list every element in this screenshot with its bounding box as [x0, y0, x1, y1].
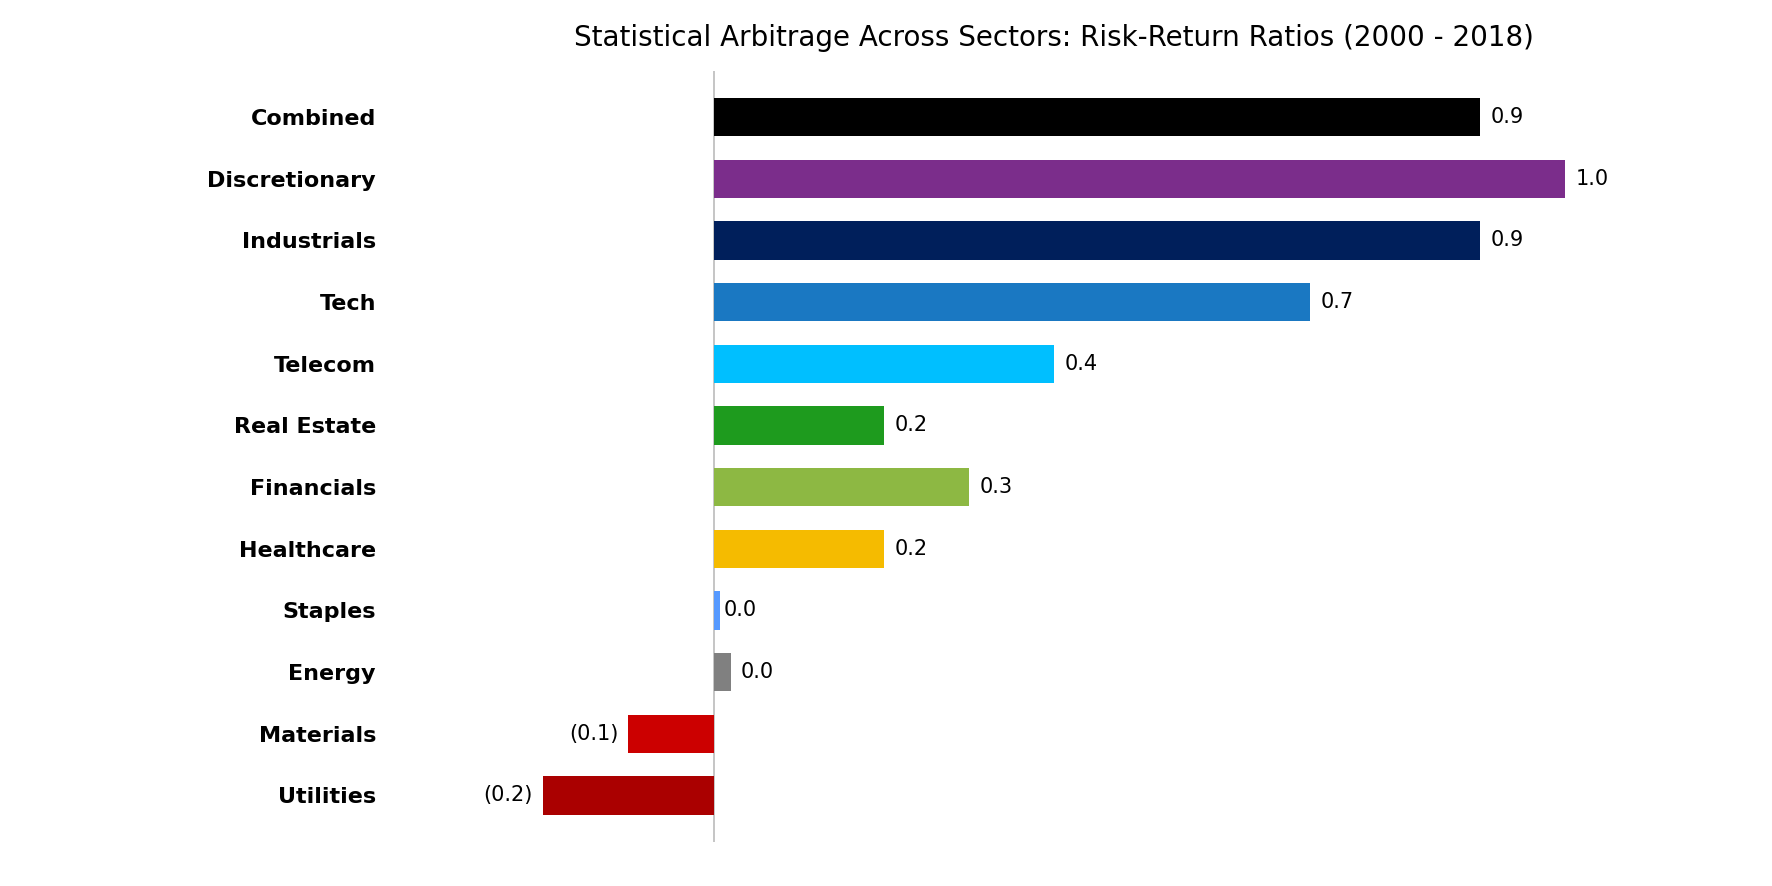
Text: 0.9: 0.9: [1490, 230, 1524, 251]
Bar: [714, 159, 1565, 198]
Text: 1.0: 1.0: [1575, 169, 1609, 189]
Text: 0.7: 0.7: [1320, 292, 1354, 312]
Bar: [714, 222, 1480, 260]
Text: 0.0: 0.0: [723, 601, 757, 620]
Text: 0.4: 0.4: [1065, 354, 1097, 374]
Title: Statistical Arbitrage Across Sectors: Risk-Return Ratios (2000 - 2018): Statistical Arbitrage Across Sectors: Ri…: [574, 24, 1535, 52]
Bar: [714, 591, 721, 630]
Bar: [714, 283, 1310, 322]
Bar: [714, 345, 1054, 383]
Bar: [629, 715, 714, 753]
Text: 0.2: 0.2: [895, 416, 927, 435]
Text: (0.2): (0.2): [484, 786, 533, 805]
Bar: [714, 407, 884, 445]
Bar: [714, 653, 730, 691]
Text: (0.1): (0.1): [569, 724, 618, 743]
Bar: [714, 530, 884, 568]
Bar: [714, 98, 1480, 136]
Bar: [544, 776, 714, 814]
Text: 0.3: 0.3: [980, 478, 1012, 497]
Bar: [714, 468, 969, 506]
Text: 0.9: 0.9: [1490, 107, 1524, 127]
Text: 0.0: 0.0: [741, 662, 774, 682]
Text: 0.2: 0.2: [895, 539, 927, 559]
